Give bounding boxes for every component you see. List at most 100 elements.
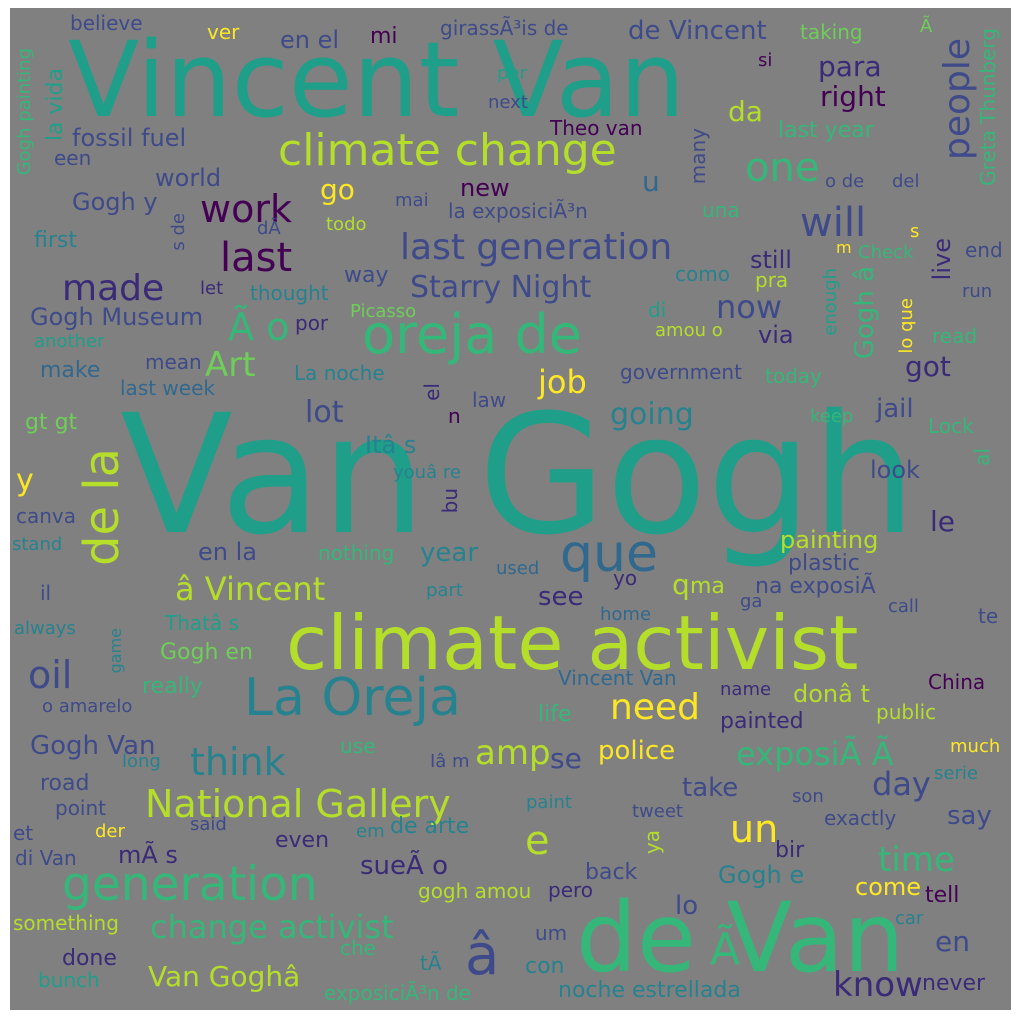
word: Vincent Van	[68, 19, 686, 141]
word: go	[320, 173, 355, 206]
word: exposiciÃ³n de	[324, 981, 471, 1005]
word: al	[970, 448, 994, 466]
word: last	[220, 235, 293, 281]
word: think	[190, 740, 286, 784]
word: de arte	[390, 814, 470, 839]
word: Gogh Museum	[30, 303, 204, 331]
word: something	[13, 911, 119, 935]
word: como	[675, 262, 730, 286]
word: oreja de	[362, 303, 583, 366]
word: der	[95, 821, 125, 842]
word: public	[876, 700, 937, 724]
word: generation	[62, 857, 318, 912]
word: en	[935, 925, 970, 958]
word: Check	[858, 242, 914, 263]
word: todo	[326, 214, 367, 235]
word: end	[965, 238, 1003, 262]
word: bu	[438, 488, 462, 514]
word: plastic	[788, 551, 860, 576]
word: work	[200, 187, 292, 231]
word: done	[62, 946, 117, 971]
word: mean	[145, 350, 202, 374]
word: Vincent Van	[558, 666, 677, 690]
word: ma	[690, 574, 725, 599]
word: lo que	[896, 298, 917, 354]
word: u	[642, 165, 660, 198]
word: de Van	[576, 882, 905, 994]
word: il	[40, 581, 52, 605]
word: te	[978, 604, 999, 628]
word: amp	[475, 733, 551, 773]
word: lot	[305, 395, 344, 430]
word: ga	[740, 591, 763, 612]
word: â	[465, 923, 500, 988]
word: right	[820, 80, 886, 113]
word: di Van	[15, 846, 77, 870]
word: del	[892, 171, 920, 192]
word: de Vincent	[628, 16, 767, 46]
word: last week	[120, 376, 215, 400]
word: climate activist	[286, 599, 859, 687]
word: n	[448, 404, 461, 428]
word: call	[888, 596, 919, 617]
word: dÃ	[257, 218, 281, 239]
word: always	[14, 618, 76, 639]
word: La noche	[294, 361, 385, 385]
word: enough	[820, 268, 841, 336]
word: let	[200, 278, 224, 299]
word: another	[34, 331, 105, 352]
word: live	[928, 238, 956, 281]
word: Lock	[928, 414, 974, 438]
word: taking	[800, 20, 863, 44]
word: donâ t	[793, 680, 870, 708]
word: Thatâ s	[165, 611, 240, 635]
word: tell	[925, 883, 960, 908]
word: life	[538, 702, 572, 727]
word: para	[818, 50, 882, 83]
word: da	[728, 95, 763, 128]
word: por	[295, 311, 329, 335]
word: Theo van	[550, 116, 643, 140]
word: s de	[168, 213, 189, 251]
word: tÃ	[420, 951, 442, 975]
word: Gogh y	[72, 188, 158, 216]
word: lo	[675, 891, 699, 921]
word: ya	[640, 830, 664, 855]
word: read	[932, 324, 978, 348]
word: keep	[810, 406, 854, 427]
word: Starry Night	[410, 270, 592, 305]
word: Van Gogh	[120, 379, 917, 571]
word: long	[122, 751, 161, 772]
word: first	[34, 228, 77, 253]
word: name	[720, 679, 772, 700]
word: pero	[548, 878, 594, 902]
word: mai	[395, 190, 429, 211]
word: way	[344, 263, 389, 288]
word: en el	[280, 26, 340, 54]
word: exposiÃ Ã	[736, 735, 894, 773]
word: na exposiÃ	[755, 574, 876, 599]
word: sueÃ o	[360, 851, 448, 881]
word: exactly	[824, 806, 897, 830]
word: one	[745, 145, 820, 191]
word: o amarelo	[42, 696, 133, 717]
word: em	[356, 821, 385, 842]
word: fossil fuel	[72, 124, 187, 152]
word: le	[930, 505, 956, 538]
word: road	[40, 771, 90, 796]
word: via	[758, 321, 794, 349]
word: el	[420, 383, 444, 401]
word: con	[525, 954, 565, 979]
word: la exposiciÃ³n	[448, 199, 588, 223]
word: government	[620, 360, 742, 384]
word: painted	[720, 709, 804, 734]
word: China	[928, 670, 986, 694]
word: point	[55, 796, 107, 820]
word: se	[550, 742, 582, 775]
word: got	[905, 350, 951, 383]
word: â Vincent	[175, 570, 326, 608]
word: un	[730, 807, 779, 851]
word: many	[686, 128, 710, 185]
word: Gogh e	[718, 861, 805, 889]
word: Iâ m	[430, 751, 470, 772]
